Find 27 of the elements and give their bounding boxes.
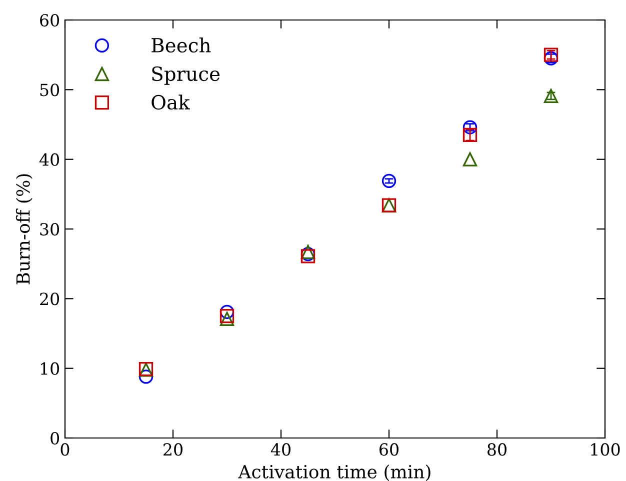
y-tick-label: 0: [50, 432, 60, 445]
x-tick-label: 0: [60, 443, 70, 456]
x-tick-label: 40: [270, 443, 290, 456]
x-tick-label: 100: [591, 443, 620, 456]
point: [220, 309, 234, 324]
legend-label: Oak: [152, 94, 190, 110]
x-tick-label: 60: [380, 443, 398, 456]
y-tick-label: 40: [39, 153, 60, 166]
x-tick-label: 20: [164, 443, 182, 456]
x-tick-label: 80: [488, 443, 506, 456]
point: [462, 120, 478, 134]
point: [544, 48, 558, 62]
y-axis-title: Burn-off (%): [16, 174, 32, 284]
y-tick-label: 60: [40, 14, 60, 27]
y-tick-label: 10: [40, 362, 60, 375]
point: [462, 152, 478, 166]
y-tick-label: 30: [40, 222, 60, 236]
y-tick-label: 50: [40, 84, 60, 96]
x-axis-title: Activation time (min): [238, 464, 430, 481]
point: [544, 51, 558, 66]
y-tick-label: 20: [40, 292, 60, 306]
point: [382, 174, 396, 188]
legend-label: Beech: [152, 38, 211, 53]
point: [220, 312, 234, 326]
legend-label: Spruce: [152, 66, 220, 85]
point: [220, 304, 234, 319]
point: [544, 88, 558, 104]
